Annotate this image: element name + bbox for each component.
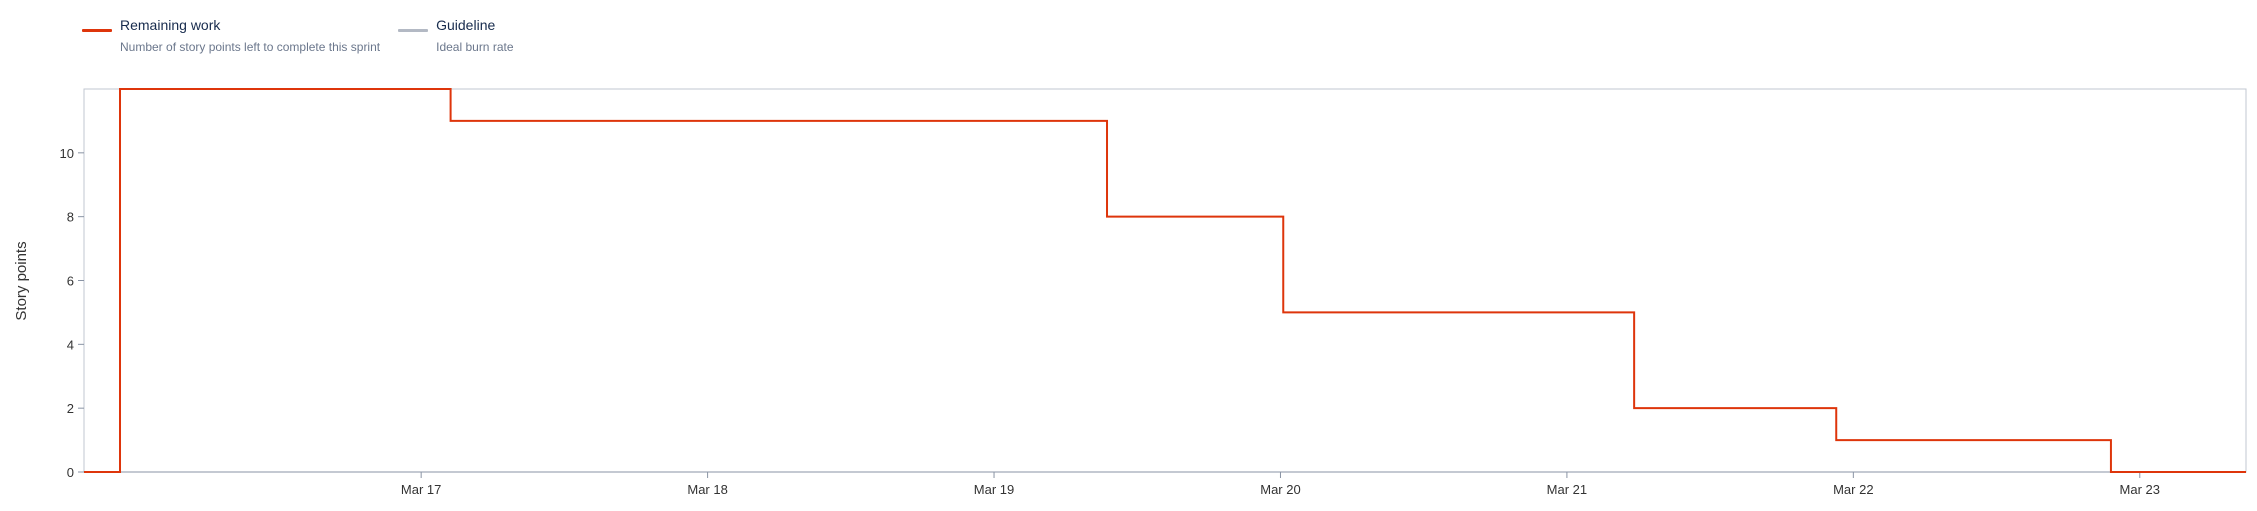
legend-label-guideline: Guideline	[436, 17, 496, 33]
data-point[interactable]	[2106, 467, 2116, 477]
y-axis-title: Story points	[13, 241, 30, 320]
x-axis-ticks: Mar 17 Mar 18 Mar 19 Mar 20 Mar 21 Mar 22 Mar …	[401, 472, 2160, 497]
y-tick-label: 10	[60, 146, 74, 161]
legend-item-remaining-work[interactable]: Remaining work Number of story points le…	[82, 16, 380, 55]
data-point[interactable]	[79, 467, 89, 477]
legend-description-guideline: Ideal burn rate	[436, 40, 514, 54]
y-tick-label: 4	[67, 337, 74, 352]
x-tick-label: Mar 17	[401, 482, 441, 497]
data-point[interactable]	[115, 84, 125, 94]
legend-item-guideline[interactable]: Guideline Ideal burn rate	[398, 16, 514, 55]
x-tick-label: Mar 21	[1547, 482, 1587, 497]
series-layer	[79, 84, 2251, 477]
legend-label-remaining-work: Remaining work	[120, 17, 221, 33]
y-tick-label: 0	[67, 465, 74, 480]
y-tick-label: 6	[67, 274, 74, 289]
y-tick-label: 2	[67, 401, 74, 416]
data-point[interactable]	[1278, 307, 1288, 317]
x-tick-label: Mar 23	[2120, 482, 2160, 497]
legend-text-remaining-work: Remaining work Number of story points le…	[120, 16, 380, 55]
legend-swatch-guideline	[398, 29, 429, 32]
x-tick-label: Mar 20	[1260, 482, 1300, 497]
x-tick-label: Mar 18	[687, 482, 727, 497]
legend-swatch-remaining-work	[82, 29, 112, 32]
series-line-remaining-work[interactable]	[84, 88, 2246, 473]
data-point[interactable]	[2241, 467, 2251, 477]
chart-legend: Remaining work Number of story points le…	[82, 16, 514, 55]
data-point[interactable]	[1102, 212, 1112, 222]
x-tick-label: Mar 22	[1833, 482, 1873, 497]
y-axis-ticks: 0 2 4 6 8 10	[60, 146, 84, 480]
x-tick-label: Mar 19	[974, 482, 1014, 497]
data-point[interactable]	[1831, 435, 1841, 445]
plot-area-frame	[83, 88, 2247, 473]
legend-text-guideline: Guideline Ideal burn rate	[436, 16, 513, 55]
data-point[interactable]	[446, 116, 456, 126]
data-point[interactable]	[1629, 403, 1639, 413]
y-tick-label: 8	[67, 210, 74, 225]
legend-description-remaining-work: Number of story points left to complete …	[120, 40, 381, 54]
